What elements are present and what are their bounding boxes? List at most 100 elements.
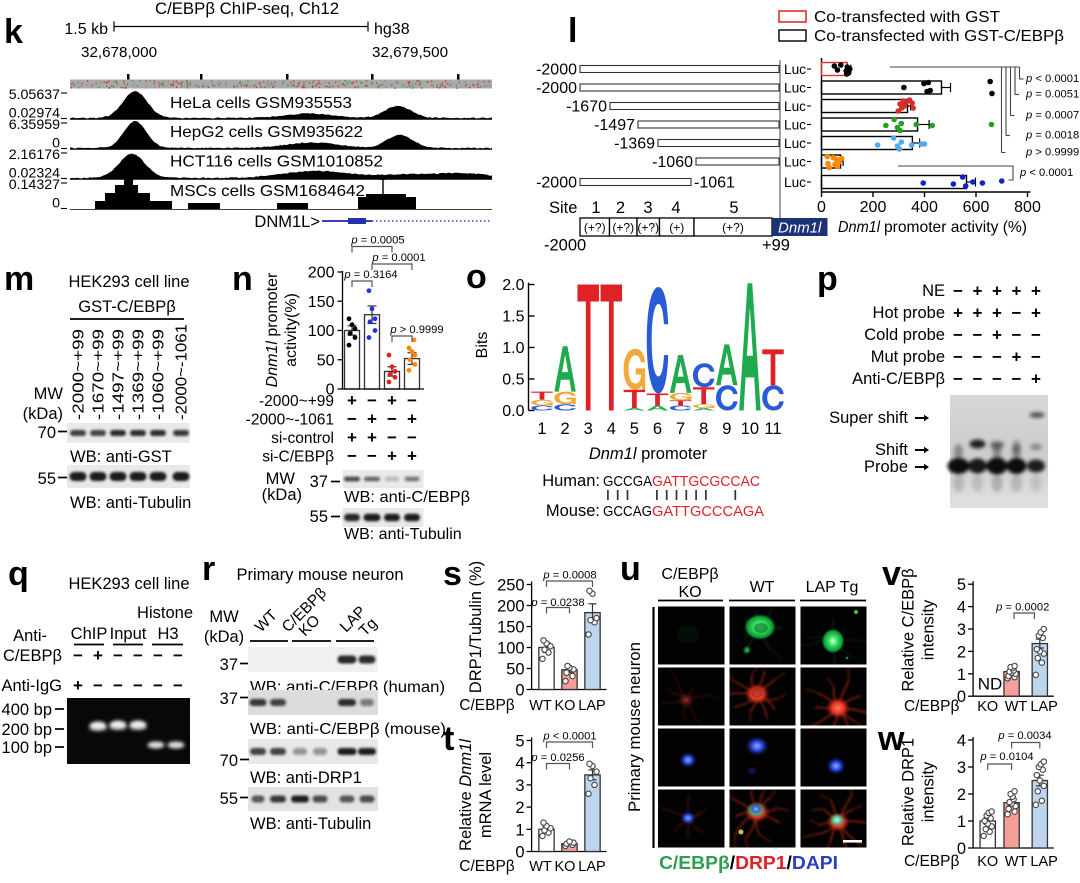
- svg-text:WB: anti-C/EBPβ: WB: anti-C/EBPβ: [344, 489, 470, 506]
- svg-text:Luc: Luc: [784, 61, 806, 77]
- svg-text:-1061: -1061: [694, 175, 735, 192]
- svg-text:Luc: Luc: [784, 154, 806, 170]
- svg-text:+: +: [347, 391, 357, 410]
- svg-text:-1670: -1670: [566, 99, 607, 116]
- svg-text:100 bp: 100 bp: [2, 739, 52, 757]
- svg-text:37: 37: [220, 656, 238, 674]
- svg-text:p = 0.0051: p = 0.0051: [1025, 89, 1079, 101]
- svg-text:C/EBPβ: C/EBPβ: [904, 698, 960, 715]
- svg-text:−: −: [407, 391, 417, 410]
- svg-text:ND: ND: [978, 675, 1003, 694]
- svg-text:5.05637: 5.05637: [9, 87, 60, 103]
- svg-text:-1060: -1060: [652, 154, 693, 171]
- svg-text:p = 0.0034: p = 0.0034: [997, 730, 1051, 742]
- svg-text:p = 0.0005: p = 0.0005: [350, 235, 404, 247]
- svg-text:150: 150: [308, 294, 335, 311]
- svg-text:p = 0.3164: p = 0.3164: [343, 269, 397, 281]
- svg-text:Anti-IgG: Anti-IgG: [1, 677, 62, 695]
- svg-text:−: −: [1031, 326, 1041, 345]
- svg-text:8: 8: [699, 420, 708, 438]
- svg-text:p = 0.0238: p = 0.0238: [530, 597, 584, 609]
- svg-text:WT: WT: [1005, 699, 1028, 715]
- svg-text:250: 250: [497, 577, 525, 595]
- svg-text:m: m: [4, 260, 34, 298]
- svg-text:1: 1: [591, 199, 600, 217]
- svg-text:WB: anti-GST: WB: anti-GST: [70, 448, 172, 466]
- svg-text:+: +: [407, 410, 417, 429]
- svg-text:-2000: -2000: [536, 175, 577, 192]
- svg-text:1.0: 1.0: [502, 340, 524, 357]
- svg-text:1: 1: [537, 420, 546, 438]
- svg-text:p = 0.0104: p = 0.0104: [979, 751, 1033, 763]
- svg-text:Hot probe: Hot probe: [873, 304, 945, 322]
- svg-text:−: −: [992, 370, 1002, 389]
- svg-text:p < 0.0001: p < 0.0001: [542, 731, 596, 743]
- svg-text:1.5: 1.5: [502, 309, 524, 326]
- svg-text:Relative DRP1: Relative DRP1: [900, 738, 918, 846]
- svg-text:+: +: [992, 282, 1002, 301]
- svg-text:HCT116 cells GSM1010852: HCT116 cells GSM1010852: [170, 154, 383, 171]
- svg-text:Luc: Luc: [784, 174, 806, 190]
- svg-text:Shift: Shift: [875, 441, 908, 459]
- svg-text:Site: Site: [549, 199, 577, 217]
- svg-text:11: 11: [764, 420, 781, 438]
- svg-text:WT: WT: [529, 698, 552, 714]
- svg-text:p = 0.0007: p = 0.0007: [1025, 110, 1079, 122]
- svg-text:+: +: [1031, 282, 1041, 301]
- svg-text:50: 50: [317, 352, 335, 369]
- svg-text:37: 37: [220, 690, 238, 708]
- svg-text:2: 2: [515, 799, 524, 817]
- svg-text:+: +: [1031, 370, 1041, 389]
- svg-text:Histone: Histone: [137, 604, 193, 622]
- svg-text:5: 5: [729, 199, 738, 217]
- svg-text:promoter activity (%): promoter activity (%): [884, 219, 1027, 236]
- svg-text:(+?): (+?): [722, 221, 744, 235]
- svg-text:C/EBPβ: C/EBPβ: [3, 647, 62, 665]
- svg-text:NE: NE: [922, 282, 945, 300]
- svg-text:5: 5: [630, 420, 639, 438]
- svg-text:-2000~+99: -2000~+99: [71, 329, 88, 420]
- svg-text:−: −: [387, 428, 397, 447]
- svg-text:si-C/EBPβ: si-C/EBPβ: [262, 449, 334, 466]
- svg-text:C/EBPβ: C/EBPβ: [904, 853, 960, 870]
- svg-text:−: −: [973, 348, 983, 367]
- svg-text:−: −: [953, 282, 963, 301]
- svg-text:p: p: [817, 260, 838, 298]
- svg-text:−: −: [173, 676, 183, 695]
- svg-text:HEK293 cell line: HEK293 cell line: [68, 575, 189, 593]
- svg-text:LAP: LAP: [578, 859, 605, 875]
- svg-text:-2000~+99: -2000~+99: [259, 393, 334, 410]
- svg-text:w: w: [877, 720, 905, 758]
- svg-text:-1497~+99: -1497~+99: [111, 329, 128, 420]
- svg-text:intensity: intensity: [920, 599, 938, 660]
- svg-text:0: 0: [52, 196, 60, 212]
- svg-text:-1369: -1369: [614, 136, 655, 153]
- svg-text:−: −: [113, 646, 123, 665]
- svg-text:MSCs cells GSM1684642: MSCs cells GSM1684642: [170, 183, 365, 200]
- svg-text:-2000~-1061: -2000~-1061: [174, 324, 191, 420]
- svg-text:+: +: [73, 676, 83, 695]
- svg-text:−: −: [347, 447, 357, 466]
- svg-text:−: −: [1012, 326, 1022, 345]
- svg-text:4: 4: [957, 732, 966, 750]
- svg-text:+: +: [367, 428, 377, 447]
- svg-text:GCCAG: GCCAG: [603, 503, 652, 520]
- svg-text:r: r: [202, 550, 215, 588]
- svg-text:-2000: -2000: [544, 237, 586, 255]
- svg-text:−: −: [1012, 370, 1022, 389]
- svg-text:−: −: [1031, 348, 1041, 367]
- svg-text:t: t: [443, 720, 454, 758]
- svg-text:LAP Tg: LAP Tg: [806, 579, 859, 596]
- svg-text:0.02324: 0.02324: [9, 166, 60, 182]
- svg-text:Dnm1l: Dnm1l: [778, 220, 822, 237]
- svg-text:LAP: LAP: [1030, 854, 1057, 870]
- svg-text:+: +: [953, 304, 963, 323]
- svg-text:C/EBPβ: C/EBPβ: [459, 697, 515, 714]
- svg-text:Luc: Luc: [784, 98, 806, 114]
- svg-text:l: l: [568, 12, 577, 50]
- svg-text:MW: MW: [266, 470, 296, 488]
- svg-text:4: 4: [607, 420, 616, 438]
- svg-text:GST-C/EBPβ: GST-C/EBPβ: [78, 298, 176, 316]
- svg-text:Anti-C/EBPβ: Anti-C/EBPβ: [852, 370, 945, 388]
- svg-text:2: 2: [616, 199, 625, 217]
